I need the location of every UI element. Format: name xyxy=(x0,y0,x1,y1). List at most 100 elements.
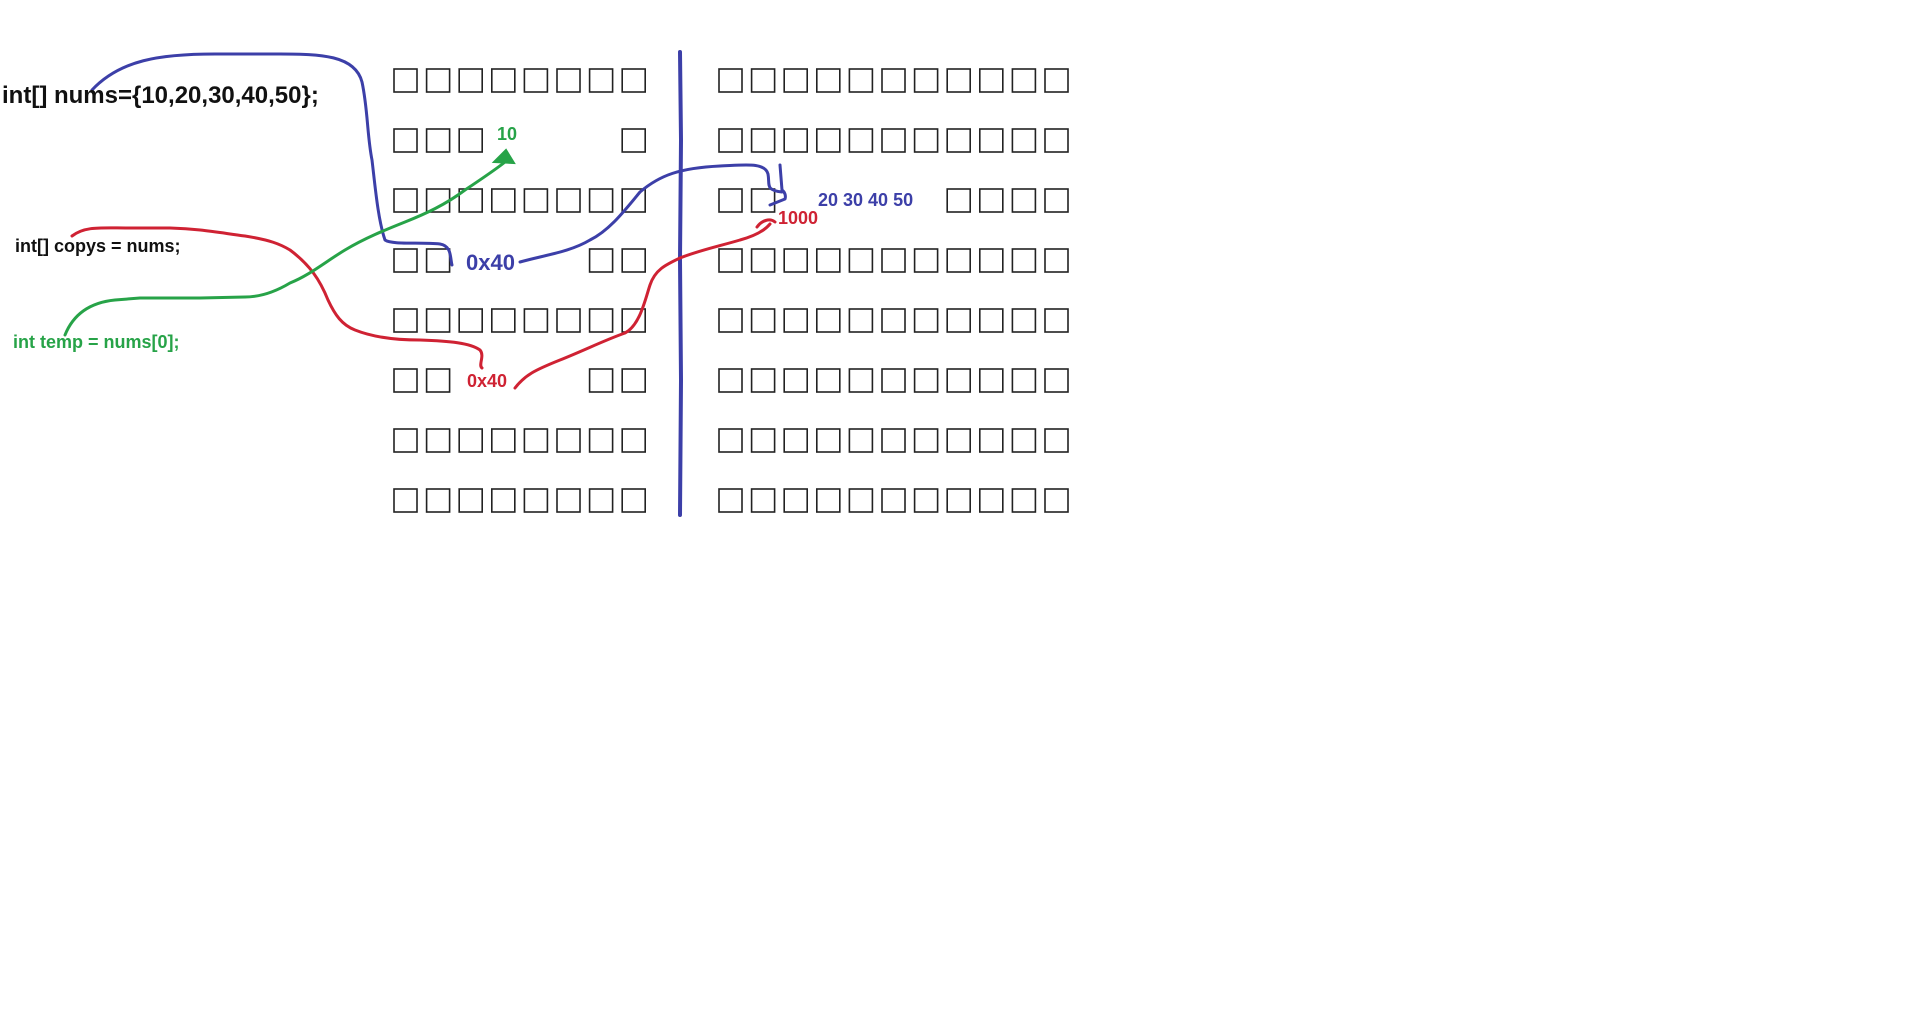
heap-memory-cell xyxy=(881,308,906,333)
stack-memory-cell xyxy=(523,488,549,513)
stack-memory-cell xyxy=(588,368,614,393)
heap-memory-cell xyxy=(913,368,939,393)
heap-memory-cell xyxy=(1044,488,1069,513)
stack-memory-cell xyxy=(588,488,614,513)
heap-memory-cell xyxy=(718,428,743,453)
stack-memory-cell xyxy=(458,68,484,93)
heap-memory-cell xyxy=(881,68,906,93)
heap-memory-cell xyxy=(1011,368,1037,393)
heap-memory-cell xyxy=(978,428,1004,453)
heap-memory-cell xyxy=(1044,128,1069,153)
stack-memory-cell xyxy=(588,68,614,93)
stack-memory-cell xyxy=(393,68,418,93)
heap-memory-cell xyxy=(815,68,841,93)
stack-memory-cell xyxy=(393,128,418,153)
heap-memory-cell xyxy=(815,368,841,393)
heap-memory-cell xyxy=(718,308,743,333)
heap-memory-cell xyxy=(750,368,776,393)
heap-memory-cell xyxy=(913,488,939,513)
heap-memory-cell xyxy=(848,488,874,513)
stack-memory-cell xyxy=(621,368,647,393)
stack-memory-grid xyxy=(393,68,647,513)
copys-reference-arrow xyxy=(70,218,777,390)
heap-memory-cell xyxy=(978,188,1004,213)
heap-memory-cell xyxy=(1011,128,1037,153)
heap-memory-cell xyxy=(978,68,1004,93)
copys-declaration-label: int[] copys = nums; xyxy=(15,236,181,256)
stack-memory-cell xyxy=(458,428,484,453)
stack-memory-cell xyxy=(621,248,647,273)
stack-heap-divider xyxy=(677,50,684,517)
stack-memory-cell xyxy=(425,248,451,273)
temp-value-label: 10 xyxy=(497,124,517,144)
heap-memory-cell xyxy=(881,368,906,393)
heap-memory-cell xyxy=(783,308,809,333)
stack-copys-address-label: 0x40 xyxy=(467,371,507,391)
heap-memory-cell xyxy=(946,68,972,93)
heap-memory-cell xyxy=(1011,248,1037,273)
stack-memory-cell xyxy=(556,488,581,513)
heap-memory-cell xyxy=(881,428,906,453)
stack-memory-cell xyxy=(556,188,581,213)
stack-memory-cell xyxy=(621,128,647,153)
heap-memory-cell xyxy=(913,68,939,93)
stack-nums-address-label: 0x40 xyxy=(466,250,515,275)
heap-memory-cell xyxy=(913,248,939,273)
stack-memory-cell xyxy=(393,368,418,393)
heap-memory-cell xyxy=(783,128,809,153)
stack-memory-cell xyxy=(490,428,516,453)
stack-memory-cell xyxy=(393,308,418,333)
stack-memory-cell xyxy=(393,188,418,213)
heap-memory-cell xyxy=(913,428,939,453)
heap-memory-cell xyxy=(848,128,874,153)
heap-memory-cell xyxy=(946,128,972,153)
heap-memory-cell xyxy=(1044,188,1069,213)
heap-memory-cell xyxy=(848,428,874,453)
heap-memory-cell xyxy=(1044,308,1069,333)
heap-memory-cell xyxy=(881,128,906,153)
stack-memory-cell xyxy=(490,308,516,333)
stack-memory-cell xyxy=(490,488,516,513)
stack-memory-cell xyxy=(393,428,418,453)
heap-memory-cell xyxy=(750,428,776,453)
stack-memory-cell xyxy=(490,68,516,93)
heap-memory-cell xyxy=(718,68,743,93)
heap-memory-cell xyxy=(718,128,743,153)
nums-reference-arrow xyxy=(90,52,787,267)
heap-memory-cell xyxy=(750,308,776,333)
stack-memory-cell xyxy=(588,428,614,453)
stack-memory-cell xyxy=(588,248,614,273)
heap-memory-cell xyxy=(978,248,1004,273)
heap-memory-cell xyxy=(881,248,906,273)
temp-arrow-head-icon xyxy=(491,148,516,165)
heap-memory-cell xyxy=(946,368,972,393)
heap-memory-cell xyxy=(718,488,743,513)
heap-memory-cell xyxy=(718,368,743,393)
stack-memory-cell xyxy=(458,188,484,213)
heap-memory-cell xyxy=(1044,428,1069,453)
stack-memory-cell xyxy=(523,68,549,93)
heap-memory-cell xyxy=(978,488,1004,513)
stack-memory-cell xyxy=(458,128,484,153)
heap-memory-cell xyxy=(978,128,1004,153)
stack-memory-cell xyxy=(393,488,418,513)
stack-memory-cell xyxy=(556,68,581,93)
heap-memory-cell xyxy=(783,368,809,393)
stack-memory-cell xyxy=(490,188,516,213)
stack-memory-cell xyxy=(425,128,451,153)
heap-memory-cell xyxy=(750,488,776,513)
heap-memory-cell xyxy=(718,188,743,213)
temp-declaration-label: int temp = nums[0]; xyxy=(13,332,180,352)
stack-memory-cell xyxy=(425,68,451,93)
heap-memory-cell xyxy=(1011,488,1037,513)
heap-memory-cell xyxy=(815,488,841,513)
heap-memory-cell xyxy=(815,428,841,453)
heap-memory-cell xyxy=(783,488,809,513)
heap-memory-cell xyxy=(750,128,776,153)
stack-memory-cell xyxy=(458,308,484,333)
heap-memory-grid xyxy=(718,68,1069,513)
heap-memory-cell xyxy=(815,248,841,273)
stack-memory-cell xyxy=(621,68,647,93)
heap-memory-cell xyxy=(750,248,776,273)
